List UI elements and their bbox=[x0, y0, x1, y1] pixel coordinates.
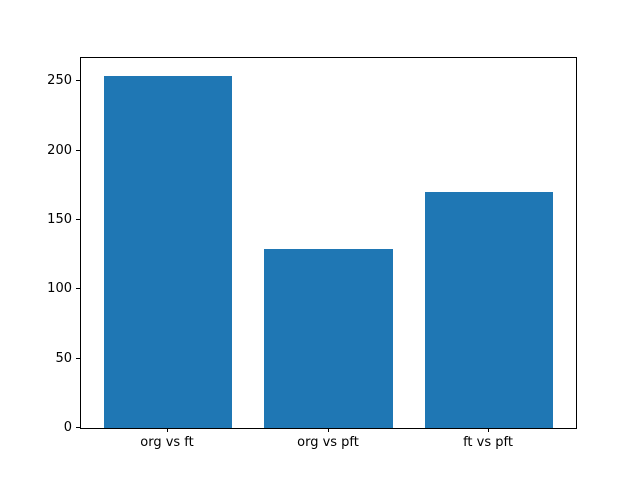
bar-org-vs-ft bbox=[103, 75, 233, 428]
y-tick-label: 0 bbox=[63, 420, 72, 435]
y-tick-label: 50 bbox=[55, 351, 72, 366]
bar-ft-vs-pft bbox=[424, 192, 554, 428]
x-tick-mark bbox=[328, 428, 329, 432]
x-tick-label: org vs pft bbox=[297, 435, 359, 450]
y-tick-label: 200 bbox=[47, 143, 72, 158]
y-tick-mark bbox=[76, 358, 80, 359]
x-tick-label: ft vs pft bbox=[463, 435, 513, 450]
y-tick-mark bbox=[76, 427, 80, 428]
y-tick-mark bbox=[76, 288, 80, 289]
y-tick-mark bbox=[76, 150, 80, 151]
y-tick-mark bbox=[76, 80, 80, 81]
x-tick-mark bbox=[167, 428, 168, 432]
bar-org-vs-pft bbox=[264, 249, 393, 428]
x-tick-label: org vs ft bbox=[140, 435, 194, 450]
y-tick-label: 150 bbox=[47, 212, 72, 227]
plot-area bbox=[80, 57, 577, 429]
y-tick-mark bbox=[76, 219, 80, 220]
x-tick-mark bbox=[488, 428, 489, 432]
y-tick-label: 250 bbox=[47, 73, 72, 88]
y-tick-label: 100 bbox=[47, 281, 72, 296]
